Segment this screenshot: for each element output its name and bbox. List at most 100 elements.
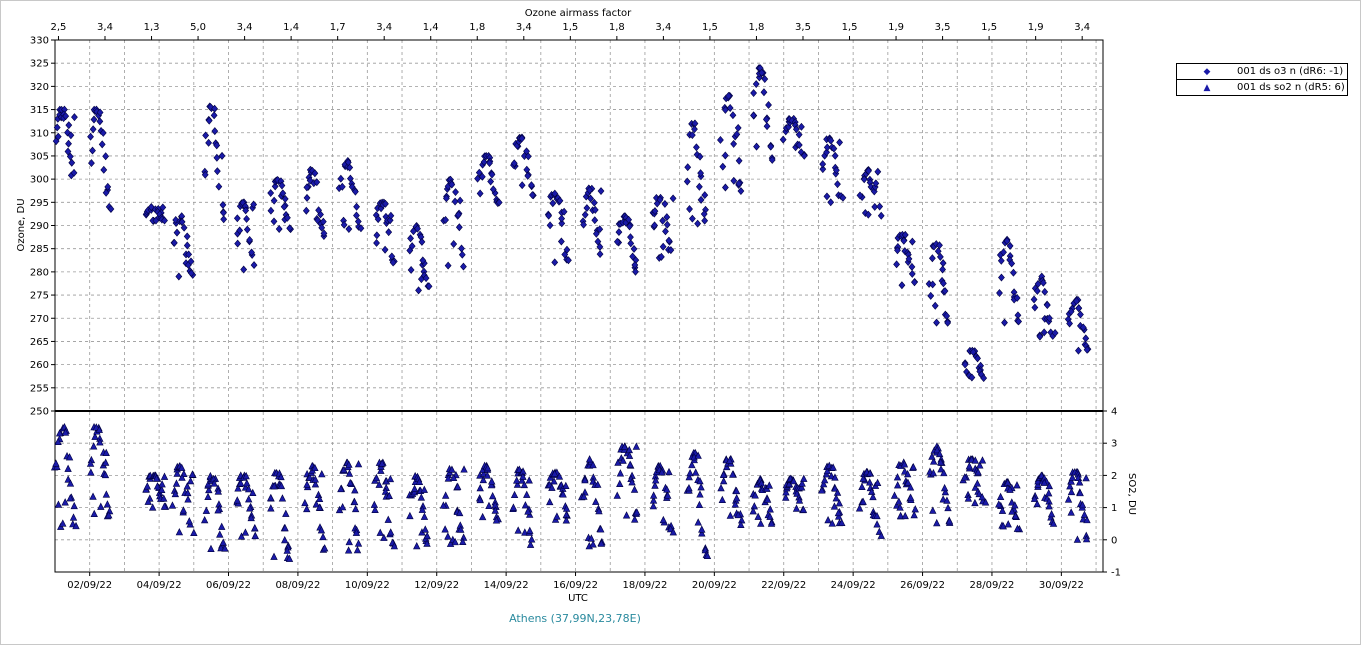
top-axis-label: 1,4 (283, 22, 299, 33)
so2-point (377, 466, 385, 474)
legend-item-ozone[interactable]: ◆ 001 ds o3 n (dR6: -1) (1177, 64, 1347, 79)
ozone-point (187, 257, 195, 266)
ozone-point (385, 228, 393, 237)
so2-point (315, 503, 324, 511)
legend-item-so2[interactable]: ▲ 001 ds so2 n (dR5: 6) (1177, 79, 1347, 95)
ozone-point (894, 246, 901, 255)
so2-point (278, 494, 287, 502)
top-axis-label: 1,8 (469, 22, 485, 33)
so2-point (1033, 499, 1041, 508)
ozone-point (315, 206, 323, 215)
ozone-point (220, 215, 228, 224)
so2-point (513, 480, 522, 488)
ozone-point (651, 221, 658, 230)
ozone-point (558, 214, 566, 223)
so2-point (184, 495, 192, 503)
so2-point (828, 519, 836, 527)
ozone-point (836, 138, 844, 147)
so2-point (695, 500, 704, 509)
tick-label: 305 (30, 151, 49, 162)
so2-point (696, 490, 704, 498)
so2-point (976, 461, 984, 469)
tick-label: 2 (1111, 471, 1117, 482)
ozone-point (750, 111, 757, 120)
so2-point (97, 502, 105, 510)
so2-point (799, 505, 808, 513)
so2-point (696, 477, 704, 485)
so2-point (929, 506, 937, 514)
so2-point (1045, 502, 1053, 510)
ozone-point (408, 242, 416, 251)
so2-point (835, 499, 844, 507)
so2-point (233, 496, 241, 504)
ozone-point (442, 194, 450, 203)
so2-point (838, 518, 846, 527)
ozone-point (997, 256, 1005, 265)
so2-point (929, 468, 938, 477)
top-axis-label: 1,5 (702, 22, 718, 33)
ozone-point (178, 217, 186, 226)
so2-point (54, 500, 63, 508)
so2-point (315, 494, 324, 502)
ozone-point (936, 252, 944, 261)
so2-point (936, 458, 945, 466)
so2-point (929, 457, 938, 465)
so2-point (457, 525, 465, 533)
top-axis-title: Ozone airmass factor (525, 8, 632, 19)
tick-label: 310 (30, 128, 49, 139)
tick-label: 260 (30, 360, 49, 371)
top-axis-label: 1,4 (423, 22, 439, 33)
tick-label: 295 (30, 198, 49, 209)
top-axis-label: 3,5 (935, 22, 951, 33)
so2-point (245, 495, 253, 503)
ozone-point (934, 247, 942, 256)
so2-point (901, 511, 909, 520)
ozone-point (758, 68, 766, 77)
so2-point (66, 479, 75, 487)
ozone-point (340, 220, 348, 229)
tick-label: 10/09/22 (345, 580, 390, 591)
ozone-point (270, 196, 278, 205)
so2-point (831, 473, 839, 481)
ozone-point (528, 181, 535, 190)
ozone-point (1036, 332, 1044, 341)
ozone-point (735, 156, 743, 165)
ozone-point (518, 134, 526, 143)
so2-point (622, 511, 631, 519)
station-label: Athens (37,99N,23,78E) (509, 612, 641, 625)
so2-point (1030, 494, 1039, 502)
ozone-point (581, 210, 589, 219)
so2-point (510, 490, 519, 499)
so2-point (277, 472, 285, 481)
so2-point (589, 540, 597, 548)
tick-label: 290 (30, 221, 49, 232)
so2-point (873, 511, 881, 520)
so2-point (200, 515, 209, 524)
so2-point (173, 469, 181, 477)
so2-point (527, 535, 536, 543)
so2-point (652, 476, 660, 484)
so2-point (820, 476, 829, 484)
so2-point (616, 479, 624, 488)
so2-point (285, 554, 294, 562)
so2-point (320, 544, 329, 552)
ozone-point (1013, 293, 1021, 302)
ozone-point (67, 131, 75, 140)
ozone-point (278, 181, 286, 190)
ozone-point (667, 246, 675, 255)
ozone-point (510, 159, 518, 168)
ozone-point (767, 142, 775, 151)
so2-point (448, 465, 456, 473)
ozone-point (102, 152, 110, 161)
so2-point (202, 506, 211, 514)
ozone-point (215, 182, 223, 191)
ozone-point (876, 202, 884, 211)
tick-label: 320 (30, 82, 49, 93)
ozone-point (651, 207, 659, 216)
ozone-point (865, 166, 872, 175)
ozone-point (1000, 248, 1007, 257)
so2-point (420, 512, 429, 520)
ozone-point (701, 191, 709, 200)
so2-point (974, 468, 982, 476)
ozone-point (761, 75, 769, 83)
